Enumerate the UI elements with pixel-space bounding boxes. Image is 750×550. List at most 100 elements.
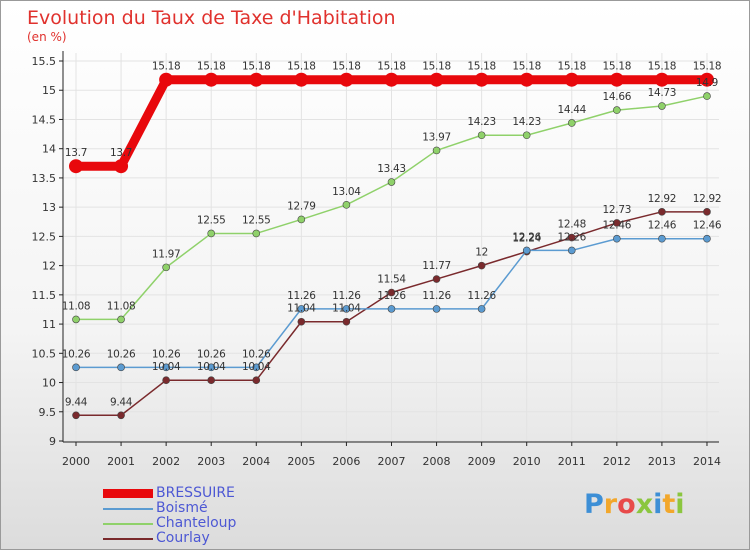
data-label-bressuire: 15.18 [512,61,541,73]
data-label-chanteloup: 13.97 [422,131,451,143]
logo-letter: o [617,489,636,520]
legend-label-chanteloup: Chanteloup [156,515,237,531]
data-point-boism [658,234,666,243]
data-label-boism: 10.26 [107,348,136,360]
x-tick-label: 2008 [423,455,451,468]
data-label-courlay: 10.04 [152,361,181,373]
data-point-boism [117,363,125,372]
data-label-chanteloup: 12.79 [287,200,316,212]
data-point-boism [703,234,711,243]
proxiti-logo: Proxiti [584,489,685,520]
data-point-boism [477,305,486,313]
y-tick-label: 15 [42,84,56,97]
data-point-bressuire [159,72,174,87]
data-point-courlay [252,376,261,385]
data-label-boism: 10.26 [197,348,226,360]
data-point-chanteloup [703,92,711,100]
data-point-courlay [477,261,486,270]
data-point-courlay [72,411,80,420]
data-label-courlay: 11.04 [332,303,361,315]
data-point-boism [613,234,621,243]
data-point-bressuire [249,72,264,87]
data-point-boism [432,305,441,313]
data-label-bressuire: 15.18 [467,61,496,73]
data-label-chanteloup: 12.55 [197,214,226,226]
x-tick-label: 2005 [287,455,315,468]
y-tick-label: 9.5 [39,406,57,419]
data-label-boism: 11.26 [422,290,451,302]
data-point-bressuire [429,72,444,87]
logo-letter: i [653,489,663,520]
data-point-boism [297,305,306,313]
data-label-bressuire: 15.18 [332,61,361,73]
x-tick-label: 2009 [468,455,496,468]
data-point-bressuire [339,72,354,87]
data-label-chanteloup: 12.55 [242,214,271,226]
data-point-boism [387,305,396,313]
data-label-courlay: 10.04 [197,361,226,373]
legend-swatch-boisme [103,508,153,510]
data-point-bressuire [294,72,309,87]
data-point-boism [522,246,531,255]
data-point-courlay [613,219,621,227]
x-tick-label: 2010 [513,455,541,468]
data-label-courlay: 12.92 [648,193,677,205]
data-label-chanteloup: 14.9 [696,77,718,89]
data-point-chanteloup [117,315,125,324]
data-label-courlay: 9.44 [110,396,133,408]
data-label-courlay: 10.04 [242,361,271,373]
data-point-boism [162,363,170,372]
data-label-boism: 12.26 [512,231,541,243]
data-point-chanteloup [297,215,306,224]
data-point-chanteloup [567,119,576,127]
data-label-chanteloup: 14.44 [557,104,586,116]
y-axis-unit-label: (en %) [27,30,67,44]
data-label-bressuire: 15.18 [648,61,677,73]
data-point-courlay [297,317,306,326]
chart-title: Evolution du Taux de Taxe d'Habitation [27,7,396,29]
data-label-boism: 11.26 [332,290,361,302]
data-label-courlay: 12.92 [693,193,722,205]
data-label-chanteloup: 11.08 [62,300,91,312]
x-tick-label: 2012 [603,455,631,468]
data-point-bressuire [384,72,399,87]
data-point-chanteloup [342,201,351,209]
data-label-boism: 10.26 [152,348,181,360]
data-point-courlay [387,288,396,297]
data-label-chanteloup: 14.66 [603,91,632,103]
data-label-courlay: 11.04 [287,303,316,315]
data-label-boism: 10.26 [62,348,91,360]
data-label-boism: 11.26 [287,290,316,302]
data-point-courlay [432,275,441,283]
data-label-boism: 12.46 [693,220,722,232]
data-label-boism: 10.26 [242,348,271,360]
data-label-bressuire: 15.18 [693,61,722,73]
data-point-bressuire [699,72,714,87]
data-point-chanteloup [207,229,216,238]
data-label-courlay: 12.48 [557,219,586,231]
data-label-chanteloup: 13.04 [332,186,361,198]
data-point-boism [567,246,576,255]
data-point-chanteloup [432,146,441,155]
data-label-bressuire: 15.18 [422,61,451,73]
data-label-bressuire: 15.18 [557,61,586,73]
data-point-courlay [658,208,666,216]
data-point-boism [207,363,216,372]
data-label-courlay: 12.24 [512,233,541,245]
data-point-bressuire [69,159,83,174]
x-tick-label: 2006 [332,455,360,468]
y-tick-label: 14.5 [32,113,57,126]
legend-label-bressuire: BRESSUIRE [156,485,235,501]
legend-label-boisme: Boismé [156,500,208,516]
data-point-boism [72,363,80,372]
data-label-chanteloup: 14.23 [512,116,541,128]
x-tick-label: 2001 [107,455,135,468]
data-label-bressuire: 15.18 [242,61,271,73]
y-tick-label: 13.5 [32,172,57,185]
data-point-chanteloup [522,131,531,140]
x-tick-label: 2013 [648,455,676,468]
data-label-chanteloup: 13.43 [377,163,406,175]
data-label-chanteloup: 14.73 [648,87,677,99]
